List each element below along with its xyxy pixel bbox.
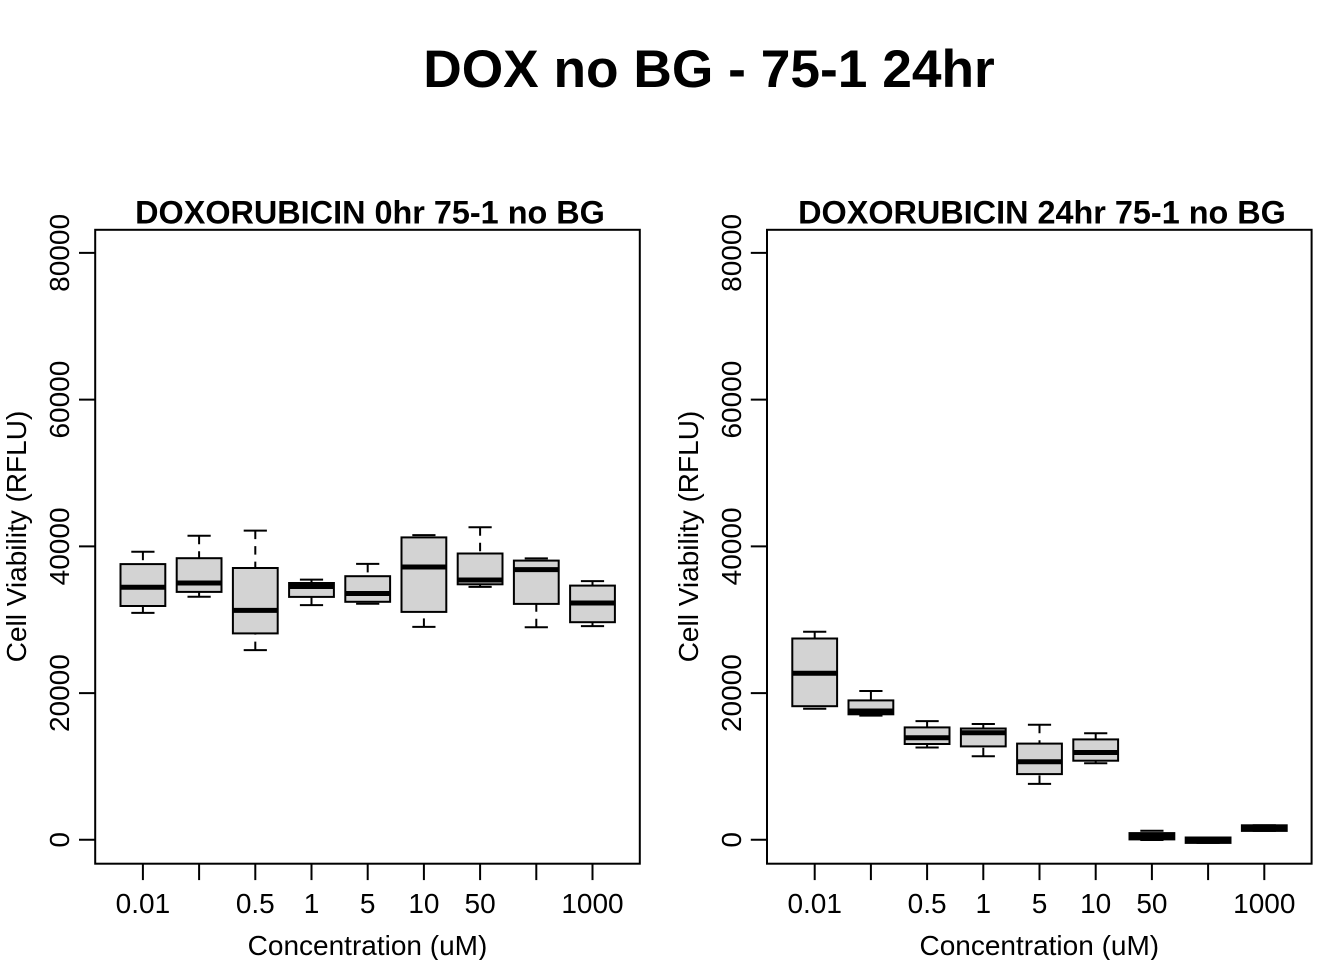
svg-text:DOXORUBICIN 0hr 75-1 no BG: DOXORUBICIN 0hr 75-1 no BG [135, 195, 605, 231]
svg-text:0: 0 [716, 832, 747, 848]
svg-text:10: 10 [1080, 888, 1111, 919]
svg-text:Cell Viability (RFLU): Cell Viability (RFLU) [1, 411, 32, 663]
svg-text:0: 0 [44, 832, 75, 848]
svg-text:5: 5 [360, 888, 376, 919]
svg-text:Cell Viability (RFLU): Cell Viability (RFLU) [673, 411, 704, 663]
svg-text:20000: 20000 [44, 654, 75, 732]
svg-text:1: 1 [304, 888, 320, 919]
svg-text:1000: 1000 [561, 888, 623, 919]
svg-text:60000: 60000 [44, 361, 75, 439]
svg-text:50: 50 [1136, 888, 1167, 919]
svg-text:5: 5 [1032, 888, 1048, 919]
svg-text:40000: 40000 [44, 507, 75, 585]
svg-text:20000: 20000 [716, 654, 747, 732]
svg-text:1: 1 [976, 888, 992, 919]
svg-text:80000: 80000 [716, 214, 747, 292]
svg-text:0.01: 0.01 [787, 888, 842, 919]
svg-text:Concentration (uM): Concentration (uM) [248, 930, 488, 960]
svg-text:80000: 80000 [44, 214, 75, 292]
svg-text:DOX no BG - 75-1 24hr: DOX no BG - 75-1 24hr [423, 40, 995, 99]
svg-text:0.5: 0.5 [236, 888, 275, 919]
svg-text:0.5: 0.5 [908, 888, 947, 919]
svg-text:DOXORUBICIN 24hr 75-1 no BG: DOXORUBICIN 24hr 75-1 no BG [798, 195, 1286, 231]
svg-text:1000: 1000 [1233, 888, 1295, 919]
svg-text:Concentration (uM): Concentration (uM) [919, 930, 1159, 960]
svg-text:40000: 40000 [716, 507, 747, 585]
svg-text:50: 50 [465, 888, 496, 919]
svg-text:0.01: 0.01 [116, 888, 171, 919]
svg-text:60000: 60000 [716, 361, 747, 439]
svg-text:10: 10 [408, 888, 439, 919]
